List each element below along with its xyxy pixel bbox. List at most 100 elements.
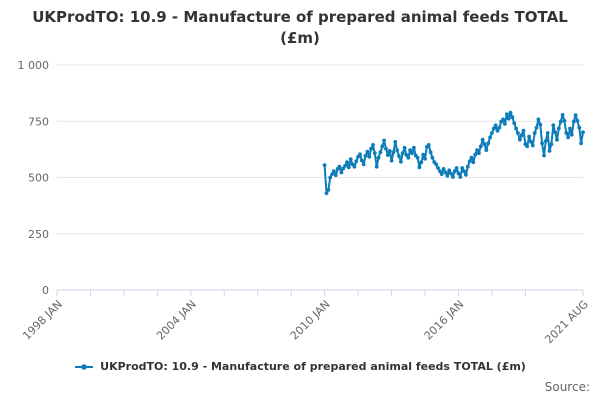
data-point-marker[interactable]: [410, 151, 414, 156]
data-point-marker[interactable]: [449, 171, 453, 176]
data-point-marker[interactable]: [517, 137, 522, 142]
data-point-marker[interactable]: [534, 125, 539, 130]
data-point-marker[interactable]: [569, 132, 574, 137]
data-point-marker[interactable]: [458, 175, 463, 179]
data-point-marker[interactable]: [372, 151, 377, 156]
data-point-marker[interactable]: [369, 146, 373, 151]
data-point-marker[interactable]: [462, 169, 466, 174]
data-point-marker[interactable]: [426, 143, 431, 147]
data-point-marker[interactable]: [345, 160, 349, 165]
data-point-marker[interactable]: [482, 142, 487, 147]
data-point-marker[interactable]: [469, 155, 474, 160]
data-point-marker[interactable]: [441, 167, 446, 171]
data-point-marker[interactable]: [337, 164, 342, 169]
data-point-marker[interactable]: [378, 150, 383, 155]
data-point-marker[interactable]: [504, 112, 509, 117]
data-point-marker[interactable]: [408, 148, 412, 152]
data-point-marker[interactable]: [326, 188, 331, 192]
data-point-marker[interactable]: [421, 152, 426, 157]
data-point-marker[interactable]: [575, 118, 580, 123]
data-point-marker[interactable]: [558, 119, 563, 124]
data-point-marker[interactable]: [460, 166, 465, 170]
data-point-marker[interactable]: [510, 115, 515, 120]
data-point-marker[interactable]: [423, 156, 427, 161]
data-point-marker[interactable]: [330, 172, 334, 176]
data-point-marker[interactable]: [549, 142, 554, 147]
data-point-marker[interactable]: [324, 191, 329, 196]
data-point-marker[interactable]: [529, 140, 533, 144]
data-point-marker[interactable]: [564, 131, 569, 135]
data-point-marker[interactable]: [400, 151, 405, 156]
data-point-marker[interactable]: [527, 134, 531, 139]
data-point-marker[interactable]: [391, 150, 396, 155]
data-point-marker[interactable]: [339, 170, 344, 175]
data-point-marker[interactable]: [477, 151, 481, 156]
data-point-marker[interactable]: [573, 113, 578, 118]
data-point-marker[interactable]: [543, 139, 548, 143]
data-point-marker[interactable]: [503, 122, 507, 126]
data-point-marker[interactable]: [412, 145, 416, 150]
data-point-marker[interactable]: [577, 125, 582, 130]
data-point-marker[interactable]: [419, 160, 424, 165]
data-point-marker[interactable]: [560, 113, 565, 117]
data-point-marker[interactable]: [374, 164, 379, 169]
data-point-marker[interactable]: [341, 166, 346, 171]
data-point-marker[interactable]: [454, 166, 459, 170]
data-point-marker[interactable]: [438, 169, 442, 174]
data-point-marker[interactable]: [493, 123, 498, 128]
data-point-marker[interactable]: [506, 116, 511, 121]
data-point-marker[interactable]: [322, 163, 327, 167]
data-point-marker[interactable]: [380, 144, 385, 149]
data-point-marker[interactable]: [556, 126, 561, 131]
data-point-marker[interactable]: [436, 166, 440, 170]
data-point-marker[interactable]: [439, 172, 444, 176]
data-point-marker[interactable]: [488, 135, 492, 140]
data-point-marker[interactable]: [512, 121, 517, 125]
data-point-marker[interactable]: [497, 125, 502, 130]
data-point-marker[interactable]: [545, 131, 550, 135]
data-point-marker[interactable]: [399, 159, 403, 164]
data-point-marker[interactable]: [581, 130, 585, 135]
data-point-marker[interactable]: [555, 137, 559, 142]
data-point-marker[interactable]: [367, 154, 372, 159]
data-point-marker[interactable]: [532, 131, 537, 135]
data-point-marker[interactable]: [393, 140, 398, 144]
data-point-marker[interactable]: [428, 150, 433, 155]
data-point-marker[interactable]: [508, 110, 513, 115]
data-point-marker[interactable]: [328, 175, 333, 180]
data-point-marker[interactable]: [456, 171, 461, 176]
data-point-marker[interactable]: [491, 126, 496, 131]
data-point-marker[interactable]: [471, 160, 476, 165]
data-point-marker[interactable]: [465, 164, 470, 169]
data-point-marker[interactable]: [451, 175, 455, 179]
data-point-marker[interactable]: [397, 154, 401, 158]
data-point-marker[interactable]: [445, 173, 450, 178]
data-point-marker[interactable]: [434, 162, 439, 167]
series-line[interactable]: [323, 111, 584, 195]
data-point-marker[interactable]: [495, 128, 500, 133]
data-point-marker[interactable]: [346, 165, 351, 170]
data-point-marker[interactable]: [417, 165, 422, 170]
data-point-marker[interactable]: [473, 152, 478, 157]
data-point-marker[interactable]: [568, 126, 572, 131]
data-point-marker[interactable]: [475, 148, 479, 152]
data-point-marker[interactable]: [480, 137, 485, 142]
data-point-marker[interactable]: [358, 152, 362, 157]
data-point-marker[interactable]: [376, 155, 381, 160]
data-point-marker[interactable]: [332, 169, 336, 174]
data-point-marker[interactable]: [447, 168, 452, 173]
data-point-marker[interactable]: [478, 144, 483, 149]
data-point-marker[interactable]: [387, 149, 392, 153]
data-point-marker[interactable]: [553, 130, 557, 134]
data-point-marker[interactable]: [361, 162, 366, 167]
data-point-marker[interactable]: [566, 135, 570, 140]
data-point-marker[interactable]: [452, 169, 457, 174]
data-point-marker[interactable]: [443, 170, 448, 175]
data-point-marker[interactable]: [547, 149, 552, 153]
data-point-marker[interactable]: [486, 141, 491, 146]
data-point-marker[interactable]: [359, 158, 364, 163]
data-point-marker[interactable]: [430, 155, 435, 160]
data-point-marker[interactable]: [540, 141, 544, 146]
data-point-marker[interactable]: [536, 117, 541, 122]
data-point-marker[interactable]: [371, 143, 375, 147]
